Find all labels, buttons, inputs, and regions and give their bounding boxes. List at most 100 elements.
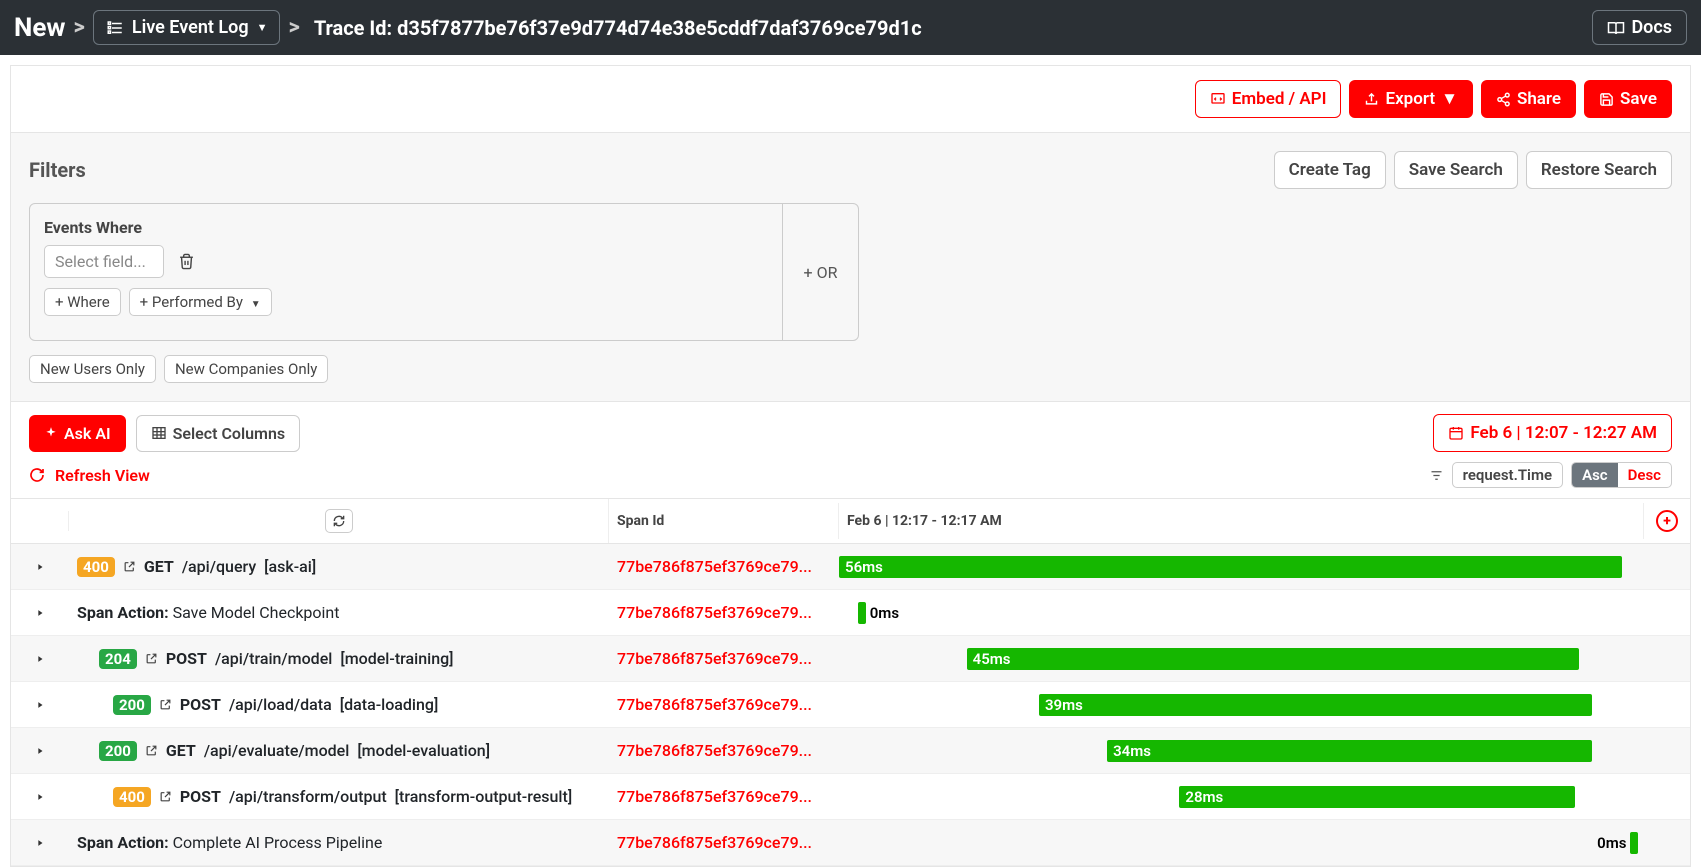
add-or-button[interactable]: + OR: [782, 204, 858, 340]
request-tag: [ask-ai]: [264, 557, 316, 576]
embed-icon: [1210, 91, 1226, 107]
trace-id-label: Trace Id: d35f7877be76f37e9d774d74e38e5c…: [314, 16, 922, 40]
expand-row-button[interactable]: [11, 600, 69, 626]
table-row: Span Action: Complete AI Process Pipelin…: [11, 820, 1690, 866]
expand-row-button[interactable]: [11, 692, 69, 718]
duration-bar-cell: 56ms: [839, 553, 1690, 581]
row-description[interactable]: 200GET /api/evaluate/model [model-evalua…: [69, 733, 609, 769]
expand-row-button[interactable]: [11, 830, 69, 856]
refresh-view-label[interactable]: Refresh View: [55, 466, 150, 485]
filter-icon[interactable]: [1429, 468, 1444, 483]
span-id[interactable]: 77be786f875ef3769ce79...: [609, 549, 839, 584]
http-method: POST: [166, 649, 207, 668]
add-where-button[interactable]: + Where: [44, 288, 121, 316]
share-label: Share: [1517, 89, 1561, 109]
row-description[interactable]: Span Action: Complete AI Process Pipelin…: [69, 825, 609, 860]
http-method: GET: [144, 557, 174, 576]
add-performed-by-button[interactable]: + Performed By ▼: [129, 288, 272, 316]
table-row: 200POST /api/load/data [data-loading]77b…: [11, 682, 1690, 728]
save-button[interactable]: Save: [1584, 80, 1672, 118]
sort-field[interactable]: request.Time: [1452, 462, 1563, 488]
date-range-label: Feb 6 | 12:07 - 12:27 AM: [1470, 423, 1657, 443]
duration-text: 0ms: [1597, 832, 1630, 854]
row-description[interactable]: 200POST /api/load/data [data-loading]: [69, 687, 609, 723]
duration-bar-cell: 34ms: [839, 737, 1690, 765]
table-header: Span Id Feb 6 | 12:17 - 12:17 AM +: [11, 499, 1690, 544]
duration-bar: 28ms: [1179, 786, 1575, 808]
span-id[interactable]: 77be786f875ef3769ce79...: [609, 825, 839, 860]
select-field-dropdown[interactable]: Select field...: [44, 245, 164, 278]
sub-toolbar: Refresh View request.Time Asc Desc: [10, 458, 1691, 498]
columns-icon: [151, 425, 167, 441]
duration-bar-cell: 28ms: [839, 783, 1690, 811]
table-row: 200GET /api/evaluate/model [model-evalua…: [11, 728, 1690, 774]
col-header-time[interactable]: Feb 6 | 12:17 - 12:17 AM: [839, 503, 1644, 539]
trace-table: Span Id Feb 6 | 12:17 - 12:17 AM + 400 GE…: [10, 498, 1691, 867]
expand-row-button[interactable]: [11, 554, 69, 580]
breadcrumb-new[interactable]: New: [14, 13, 65, 43]
external-link-icon: [159, 697, 172, 712]
table-row: 400POST /api/transform/output [transform…: [11, 774, 1690, 820]
external-link-icon: [159, 789, 172, 804]
duration-tick: [1630, 832, 1638, 854]
status-badge: 204: [99, 649, 137, 669]
span-id[interactable]: 77be786f875ef3769ce79...: [609, 641, 839, 676]
span-id[interactable]: 77be786f875ef3769ce79...: [609, 595, 839, 630]
chevron-right-icon: >: [73, 15, 84, 40]
embed-api-button[interactable]: Embed / API: [1195, 80, 1342, 118]
event-log-dropdown[interactable]: Live Event Log ▼: [93, 10, 281, 45]
select-columns-button[interactable]: Select Columns: [136, 415, 301, 452]
request-path: /api/transform/output: [229, 787, 387, 806]
span-id[interactable]: 77be786f875ef3769ce79...: [609, 733, 839, 768]
create-tag-button[interactable]: Create Tag: [1274, 151, 1386, 189]
status-badge: 400: [77, 557, 115, 577]
request-path: /api/query: [182, 557, 256, 576]
external-link-icon: [123, 559, 136, 574]
expand-row-button[interactable]: [11, 738, 69, 764]
duration-bar-cell: 39ms: [839, 691, 1690, 719]
row-description[interactable]: 204POST /api/train/model [model-training…: [69, 641, 609, 677]
table-row: Span Action: Save Model Checkpoint77be78…: [11, 590, 1690, 636]
date-range-button[interactable]: Feb 6 | 12:07 - 12:27 AM: [1433, 414, 1672, 452]
filter-builder: Events Where Select field... + Where + P…: [29, 203, 859, 341]
export-button[interactable]: Export ▼: [1349, 80, 1472, 118]
request-path: /api/train/model: [215, 649, 332, 668]
restore-search-button[interactable]: Restore Search: [1526, 151, 1672, 189]
request-tag: [model-evaluation]: [357, 741, 490, 760]
span-id[interactable]: 77be786f875ef3769ce79...: [609, 687, 839, 722]
delete-filter-button[interactable]: [172, 249, 201, 274]
expand-row-button[interactable]: [11, 646, 69, 672]
request-tag: [data-loading]: [340, 695, 439, 714]
refresh-table-button[interactable]: [325, 509, 353, 533]
span-action-name: Complete AI Process Pipeline: [173, 833, 383, 852]
row-description[interactable]: 400POST /api/transform/output [transform…: [69, 779, 609, 815]
select-columns-label: Select Columns: [173, 424, 286, 443]
refresh-icon: [332, 514, 346, 528]
expand-row-button[interactable]: [11, 784, 69, 810]
status-badge: 200: [113, 695, 151, 715]
filters-title: Filters: [29, 158, 86, 182]
share-button[interactable]: Share: [1481, 80, 1576, 118]
row-description[interactable]: 400 GET /api/query [ask-ai]: [69, 549, 609, 585]
add-column-button[interactable]: +: [1656, 510, 1678, 532]
chevron-right-icon-2: >: [288, 15, 299, 40]
duration-bar-cell: 0ms: [839, 599, 1690, 627]
duration-tick: [858, 602, 866, 624]
row-description[interactable]: Span Action: Save Model Checkpoint: [69, 595, 609, 630]
request-tag: [transform-output-result]: [395, 787, 573, 806]
span-id[interactable]: 77be786f875ef3769ce79...: [609, 779, 839, 814]
sort-asc-button[interactable]: Asc: [1572, 463, 1618, 487]
refresh-icon[interactable]: [29, 467, 45, 483]
ask-ai-button[interactable]: Ask AI: [29, 415, 126, 452]
col-header-span-id[interactable]: Span Id: [609, 503, 839, 539]
new-users-only-button[interactable]: New Users Only: [29, 355, 156, 383]
span-action-label: Span Action:: [77, 833, 169, 852]
http-method: POST: [180, 787, 221, 806]
docs-button[interactable]: Docs: [1592, 10, 1687, 45]
save-search-button[interactable]: Save Search: [1394, 151, 1518, 189]
ask-ai-label: Ask AI: [64, 424, 111, 443]
calendar-icon: [1448, 425, 1464, 441]
new-companies-only-button[interactable]: New Companies Only: [164, 355, 328, 383]
top-bar: New > Live Event Log ▼ > Trace Id: d35f7…: [0, 0, 1701, 55]
sort-desc-button[interactable]: Desc: [1618, 463, 1671, 487]
